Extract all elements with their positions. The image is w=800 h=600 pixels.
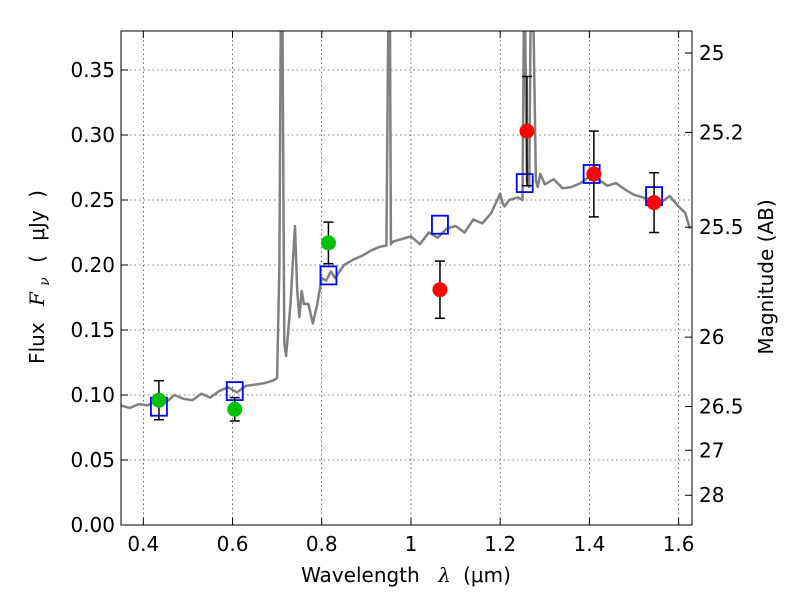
grid: [121, 31, 692, 526]
observed-flux-point: [151, 392, 167, 408]
x-tick-label: 0.4: [127, 532, 159, 556]
y-axis-left-title: Flux F ν ( μJy ): [25, 190, 54, 364]
x-tick-label: 1.2: [484, 532, 516, 556]
y-axis-right-title: Magnitude (AB): [754, 199, 778, 354]
observed-flux-point: [519, 123, 535, 139]
y-axis-close-paren: ): [25, 190, 49, 198]
spectrum-line: [121, 31, 692, 410]
right-tick-label: 27: [699, 438, 724, 462]
observed-flux-point: [227, 401, 243, 417]
y-axis-title-text: Flux: [25, 322, 49, 364]
marker-layer: [150, 75, 663, 422]
y-tick-label: 0.05: [70, 448, 115, 472]
x-axis-title-text: Wavelength: [301, 563, 420, 587]
right-tick-label: 25.2: [699, 120, 744, 144]
y-axis-open-paren: (: [25, 255, 49, 263]
observed-flux-point: [320, 235, 336, 251]
right-tick-label: 25.5: [699, 215, 744, 239]
x-tick-label: 0.6: [217, 532, 249, 556]
x-tick-label: 1.4: [573, 532, 605, 556]
model-photometry-square: [515, 173, 534, 194]
x-axis-lambda: λ: [437, 563, 451, 587]
right-tick-label: 25: [699, 41, 724, 65]
axis-ticks: 0.4 0.6 0.8 1 1.2 1.4 1.6 0.00 0.05 0.10 0.15 0.20 0…: [70, 31, 744, 556]
y-tick-label: 0.20: [70, 253, 115, 277]
right-tick-label: 26.5: [699, 394, 744, 418]
observed-flux-point: [432, 282, 448, 298]
x-axis-title: Wavelength λ (μm): [301, 563, 511, 587]
observed-flux-point: [586, 166, 602, 182]
y-axis-subscript: ν: [37, 277, 53, 286]
x-tick-label: 1: [405, 532, 418, 556]
right-tick-label: 26: [699, 325, 724, 349]
y-tick-label: 0.35: [70, 58, 115, 82]
model-photometry-square: [319, 265, 338, 286]
plot-frame: [120, 30, 693, 526]
y-tick-label: 0.10: [70, 383, 115, 407]
observed-flux-point: [646, 195, 662, 211]
model-photometry-square: [431, 214, 449, 235]
right-tick-label: 28: [699, 483, 724, 507]
y-tick-label: 0.25: [70, 188, 115, 212]
x-tick-label: 1.6: [663, 532, 695, 556]
x-tick-label: 0.8: [306, 532, 338, 556]
y-axis-unit: μJy: [25, 210, 49, 241]
y-tick-label: 0.15: [70, 318, 115, 342]
y-tick-label: 0.00: [70, 513, 115, 537]
spectrum-layer: [121, 31, 692, 410]
y-tick-label: 0.30: [70, 123, 115, 147]
x-axis-unit: (μm): [463, 563, 511, 587]
y-axis-symbol: F: [25, 291, 49, 307]
